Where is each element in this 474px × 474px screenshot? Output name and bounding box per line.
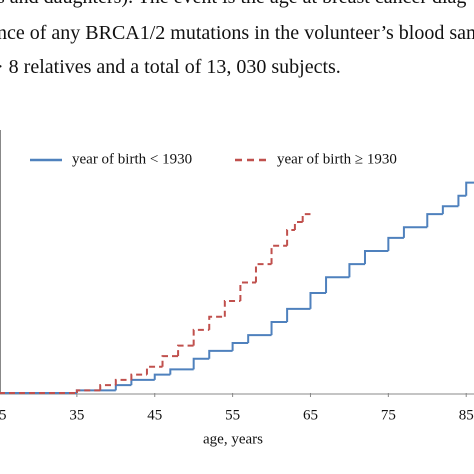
legend-label: year of birth ≥ 1930 [277,151,397,167]
step-segment [457,194,467,207]
step-segment [293,221,303,230]
step-segment [286,228,295,246]
step-segment [208,349,233,359]
step-segment [130,378,155,386]
step-segment [348,263,365,278]
legend-label: year of birth < 1930 [72,151,192,167]
x-tick-label: 55 [225,407,240,423]
step-segment [145,365,163,375]
step-segment [270,320,288,336]
x-tick-label: 45 [147,407,162,423]
step-segment [441,205,459,215]
step-segment [254,263,272,283]
step-segment [301,213,311,223]
step-segment [161,355,179,367]
step-segment [363,249,389,265]
step-segment [247,334,272,344]
step-segment [270,244,288,265]
step-segment [325,276,350,294]
step-segment [114,378,132,386]
step-segment [99,384,116,391]
step-segment [75,389,101,393]
step-segment [239,281,256,301]
paper-text-line: · 8 relatives and a total of 13, 030 sub… [0,56,341,78]
step-segment [309,292,327,309]
step-segment [169,368,194,375]
x-tick-label: 85 [459,407,474,423]
paper-text-line: s and daughters). The event is the age a… [0,0,466,9]
step-segment [286,307,311,322]
step-segment [402,226,428,238]
x-tick-label: 35 [69,407,84,423]
step-segment [208,315,225,330]
step-segment [465,181,474,196]
step-segment [192,357,210,370]
step-segment [153,373,171,380]
paper-text-line: nce of any BRCA1/2 mutations in the volu… [0,22,474,44]
step-segment [114,384,132,391]
step-segment [426,213,443,228]
step-segment [231,342,249,351]
step-segment [130,373,147,380]
x-axis-label: age, years [203,431,263,447]
x-tick-label: 75 [381,407,396,423]
x-tick-label: 65 [303,407,318,423]
step-segment [192,328,210,346]
step-segment [177,344,194,357]
x-tick-label: 25 [0,407,7,423]
step-segment [223,299,241,317]
step-segment [387,236,404,251]
